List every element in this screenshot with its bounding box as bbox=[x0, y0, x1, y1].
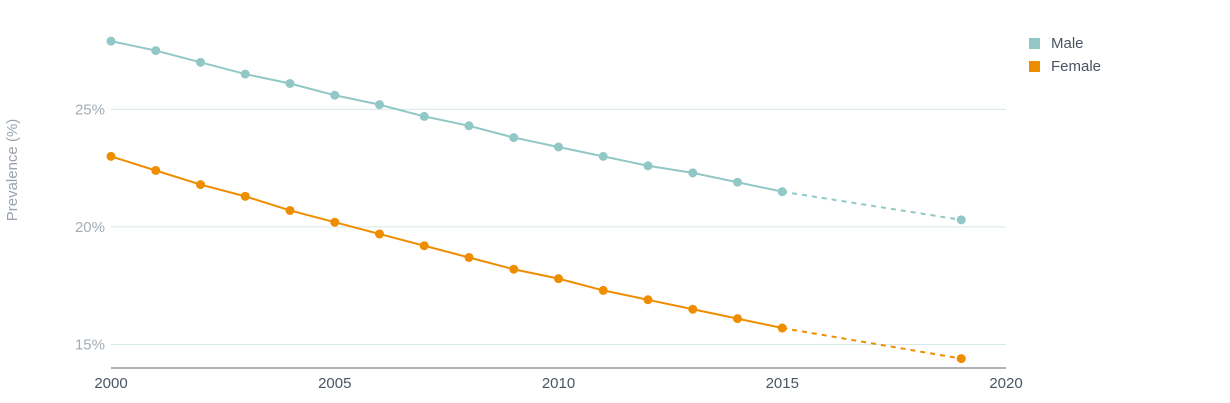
data-point-male-2005 bbox=[330, 90, 340, 100]
data-point-female-2002 bbox=[196, 180, 205, 190]
data-point-female-2019 bbox=[956, 354, 966, 364]
data-point-male-2000 bbox=[106, 36, 116, 46]
data-point-female-2005 bbox=[330, 217, 340, 227]
data-point-male-2012 bbox=[643, 161, 653, 171]
data-point-male-2003 bbox=[240, 69, 250, 79]
x-tick-label-2010: 2010 bbox=[542, 375, 575, 392]
data-point-male-2019 bbox=[956, 215, 966, 225]
data-point-female-2000 bbox=[106, 151, 116, 161]
data-point-female-2006 bbox=[375, 229, 384, 239]
data-point-male-2007 bbox=[419, 111, 429, 121]
legend-swatch-male bbox=[1029, 38, 1040, 49]
series-line-female bbox=[110, 155, 784, 330]
data-point-female-2012 bbox=[643, 295, 653, 305]
series-line-male bbox=[110, 40, 784, 193]
data-point-male-2002 bbox=[196, 57, 205, 67]
data-point-female-2011 bbox=[598, 285, 608, 295]
data-point-male-2009 bbox=[509, 133, 519, 143]
legend-item-female[interactable]: Female bbox=[1029, 55, 1101, 78]
data-point-female-2010 bbox=[554, 274, 563, 284]
x-tick-label-2020: 2020 bbox=[989, 375, 1022, 392]
data-point-female-2014 bbox=[733, 314, 742, 324]
data-point-female-2008 bbox=[464, 252, 474, 262]
data-point-female-2009 bbox=[509, 264, 519, 274]
legend-label-male: Male bbox=[1051, 35, 1084, 52]
data-point-male-2006 bbox=[375, 100, 384, 110]
legend-label-female: Female bbox=[1051, 58, 1102, 75]
data-point-male-2001 bbox=[151, 46, 161, 56]
y-tick-label-25: 25% bbox=[75, 101, 105, 118]
data-point-female-2013 bbox=[688, 304, 698, 314]
data-point-female-2003 bbox=[240, 191, 250, 201]
x-tick-label-2000: 2000 bbox=[94, 375, 127, 392]
data-point-male-2011 bbox=[598, 151, 608, 161]
data-point-male-2004 bbox=[285, 78, 295, 88]
x-tick-label-2015: 2015 bbox=[766, 375, 799, 392]
y-axis-title: Prevalence (%) bbox=[4, 119, 21, 222]
data-point-female-2015 bbox=[777, 323, 787, 333]
legend-swatch-female bbox=[1029, 61, 1040, 72]
data-point-male-2015 bbox=[777, 187, 787, 197]
data-point-female-2004 bbox=[285, 205, 295, 215]
data-point-male-2008 bbox=[464, 121, 474, 131]
y-tick-label-20: 20% bbox=[75, 219, 105, 236]
data-point-male-2010 bbox=[554, 142, 563, 152]
legend: Male Female bbox=[1029, 32, 1101, 78]
x-tick-label-2005: 2005 bbox=[318, 375, 351, 392]
data-point-male-2014 bbox=[733, 177, 742, 187]
y-tick-label-15: 15% bbox=[75, 336, 105, 353]
legend-item-male[interactable]: Male bbox=[1029, 32, 1101, 55]
series-projection-male bbox=[782, 190, 962, 221]
series-projection-female bbox=[782, 327, 962, 360]
data-point-female-2001 bbox=[151, 165, 161, 175]
data-point-female-2007 bbox=[419, 241, 429, 251]
data-point-male-2013 bbox=[688, 168, 698, 178]
